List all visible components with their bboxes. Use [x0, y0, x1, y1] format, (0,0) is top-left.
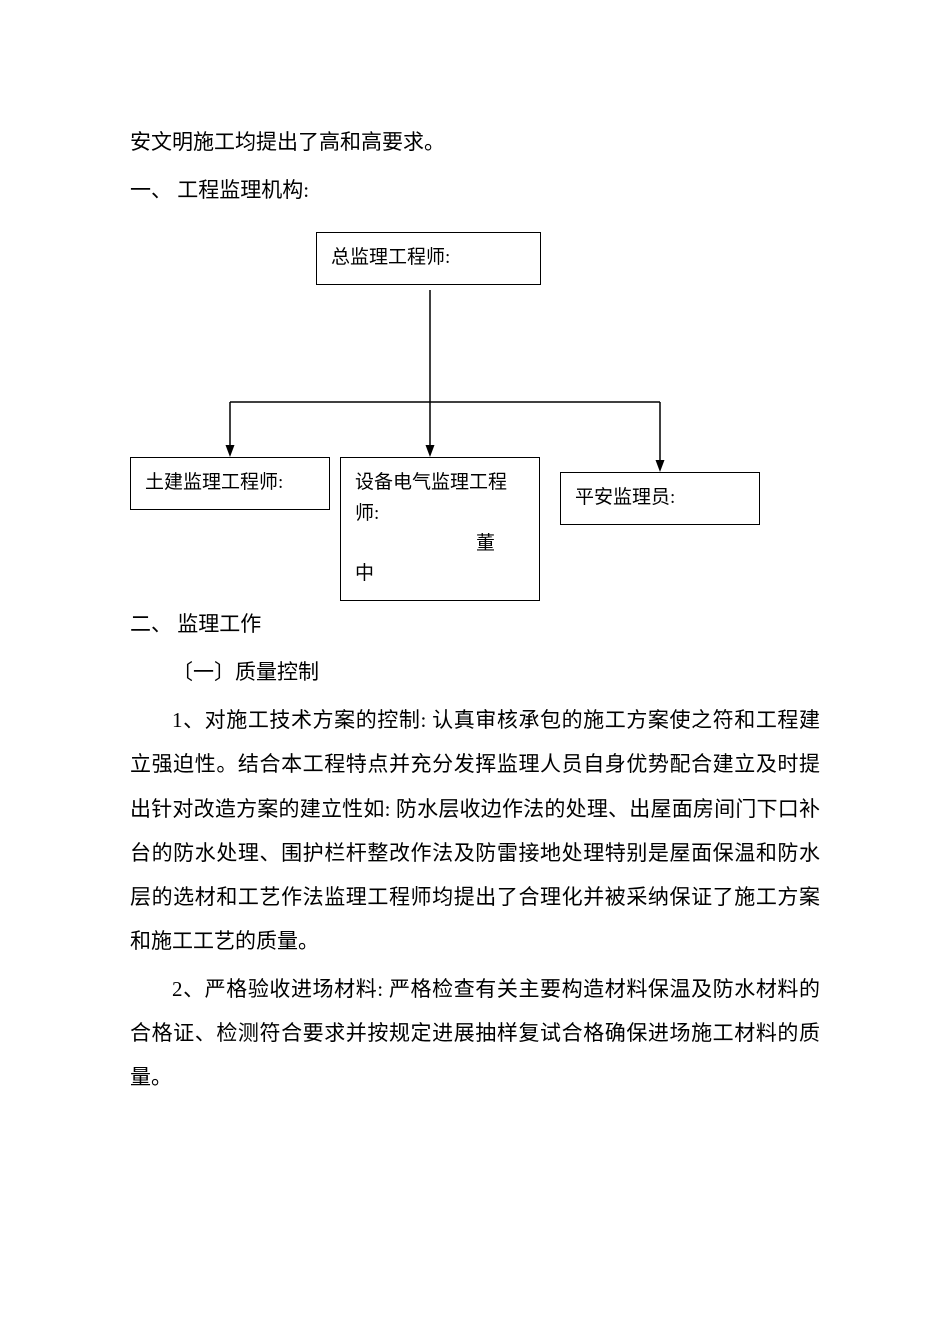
paragraph-2: 2、严格验收进场材料: 严格检查有关主要构造材料保温及防水材料的合格证、检测符合…: [130, 967, 820, 1099]
section1-title: 一、 工程监理机构:: [130, 168, 820, 212]
org-left-label: 土建监理工程师:: [145, 472, 283, 493]
sub1-title: 〔一〕质量控制: [130, 650, 820, 694]
org-middle-box: 设备电气监理工程师: 董 中: [340, 457, 540, 601]
org-top-box: 总监理工程师:: [316, 232, 541, 284]
section2-title: 二、 监理工作: [130, 602, 820, 646]
org-chart: 总监理工程师: 土建监理工程师: 设备电气监理工程师: 董 中 平安监理员:: [130, 232, 820, 572]
org-right-box: 平安监理员:: [560, 472, 760, 524]
org-right-label: 平安监理员:: [575, 487, 675, 508]
intro-line: 安文明施工均提出了高和高要求。: [130, 120, 820, 164]
org-middle-line1: 设备电气监理工程师:: [355, 468, 525, 529]
paragraph-1: 1、对施工技术方案的控制: 认真审核承包的施工方案使之符和工程建立强迫性。结合本…: [130, 698, 820, 963]
org-middle-line3: 中: [355, 559, 525, 589]
org-top-label: 总监理工程师:: [331, 247, 450, 268]
org-left-box: 土建监理工程师:: [130, 457, 330, 509]
org-middle-line2: 董: [355, 529, 525, 559]
